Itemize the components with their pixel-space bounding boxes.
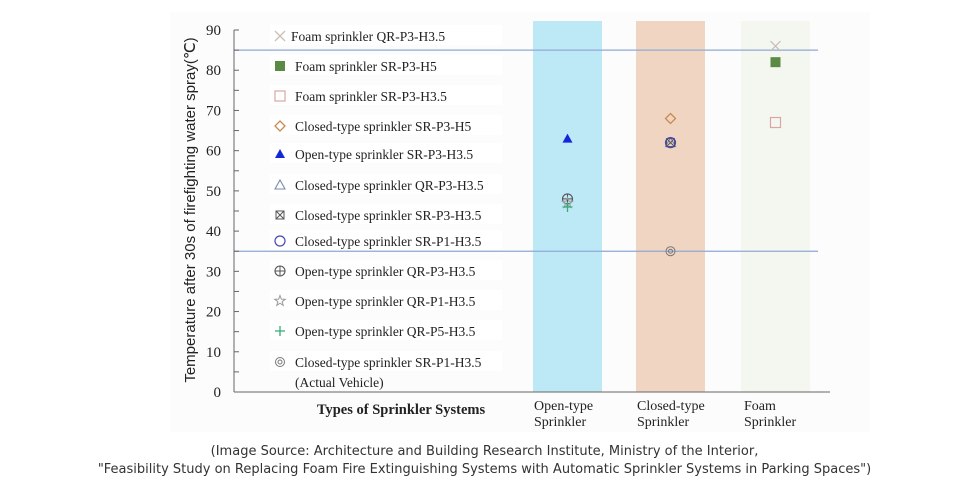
data-point-x — [770, 40, 781, 52]
y-tick-label: 50 — [206, 184, 221, 200]
y-tick-label: 60 — [206, 144, 221, 160]
y-tick-label: 0 — [214, 385, 222, 401]
legend-item-background — [270, 143, 502, 163]
x-tick-label-foam-line2: Sprinkler — [744, 415, 796, 430]
y-tick-label: 20 — [206, 305, 221, 321]
y-tick-label: 40 — [206, 224, 221, 240]
legend-item-background — [270, 290, 502, 310]
y-tick-label: 80 — [206, 63, 221, 79]
x-tick-label-open-line1: Open-type — [534, 399, 593, 414]
legend-marker-square-x-icon — [275, 210, 285, 220]
legend-item-background — [270, 230, 502, 250]
legend-item-background — [270, 85, 502, 105]
legend-marker-plus-icon — [275, 326, 285, 336]
legend-marker-square-filled-icon — [275, 61, 285, 71]
x-tick-label-closed-line2: Sprinkler — [637, 415, 689, 430]
legend-marker-circle-plus-icon — [274, 265, 286, 277]
legend-item-background — [270, 320, 502, 340]
data-point-square-x — [666, 138, 675, 148]
category-band-closed — [636, 21, 705, 392]
data-point-square-open — [769, 116, 782, 129]
legend-marker-triangle-open-icon — [274, 178, 286, 190]
legend-label: Foam sprinkler SR-P3-H3.5 — [295, 89, 447, 104]
x-tick-label-closed-line1: Closed-type — [637, 399, 705, 414]
legend-marker-square-open-icon — [274, 90, 286, 102]
caption-source-line1: (Image Source: Architecture and Building… — [210, 444, 759, 459]
legend-label: Closed-type sprinkler QR-P3-H3.5 — [295, 178, 484, 193]
legend-label: Open-type sprinkler SR-P3-H3.5 — [295, 147, 473, 162]
legend-label: Closed-type sprinkler SR-P3-H3.5 — [295, 208, 482, 223]
legend-marker-x-icon — [274, 30, 286, 42]
y-tick-label: 90 — [206, 23, 221, 39]
legend-item-background — [270, 351, 502, 371]
data-point-square-filled — [770, 57, 781, 68]
x-tick-label-foam-line1: Foam — [744, 399, 776, 414]
legend-item-background — [270, 260, 502, 280]
legend-label: Closed-type sprinkler SR-P1-H3.5 — [295, 355, 482, 370]
legend-label: Open-type sprinkler QR-P5-H3.5 — [295, 324, 476, 339]
x-axis-title: Types of Sprinkler Systems — [317, 402, 486, 418]
legend-label: Open-type sprinkler QR-P3-H3.5 — [295, 264, 476, 279]
scatter-chart: 0102030405060708090Open-typeSprinklerClo… — [206, 21, 830, 430]
data-point-triangle-filled — [562, 133, 573, 143]
x-tick-label-open-line2: Sprinkler — [534, 415, 586, 430]
y-axis-label: Temperature after 30s of firefighting wa… — [182, 37, 199, 383]
data-point-diamond-open — [664, 112, 677, 125]
caption-source-line2: "Feasibility Study on Replacing Foam Fir… — [97, 462, 872, 477]
y-tick-label: 70 — [206, 103, 221, 119]
data-point-bullseye — [665, 246, 676, 257]
legend-label: Closed-type sprinkler SR-P1-H3.5 — [295, 234, 482, 249]
legend-item-background — [270, 25, 502, 45]
legend-label: Foam sprinkler SR-P3-H5 — [295, 59, 437, 74]
legend-item-background — [270, 55, 502, 75]
data-point-plus — [562, 201, 573, 212]
legend-marker-diamond-open-icon — [274, 120, 286, 132]
legend-label-line2: (Actual Vehicle) — [295, 375, 384, 390]
legend-item-background — [270, 115, 502, 135]
legend-item-background — [270, 174, 502, 194]
data-point-circle-open — [664, 137, 677, 149]
legend-marker-star-open-icon — [273, 294, 287, 307]
category-band-foam — [741, 21, 810, 392]
y-tick-label: 10 — [206, 345, 221, 361]
legend-marker-bullseye-icon — [275, 357, 285, 367]
legend-marker-triangle-filled-icon — [275, 149, 285, 158]
legend-label: Foam sprinkler QR-P3-H3.5 — [291, 29, 445, 44]
legend-label: Open-type sprinkler QR-P1-H3.5 — [295, 294, 476, 309]
legend-marker-circle-open-icon — [274, 235, 286, 247]
legend-item-background — [270, 204, 502, 224]
y-tick-label: 30 — [206, 264, 221, 280]
legend-label: Closed-type sprinkler SR-P3-H5 — [295, 119, 471, 134]
